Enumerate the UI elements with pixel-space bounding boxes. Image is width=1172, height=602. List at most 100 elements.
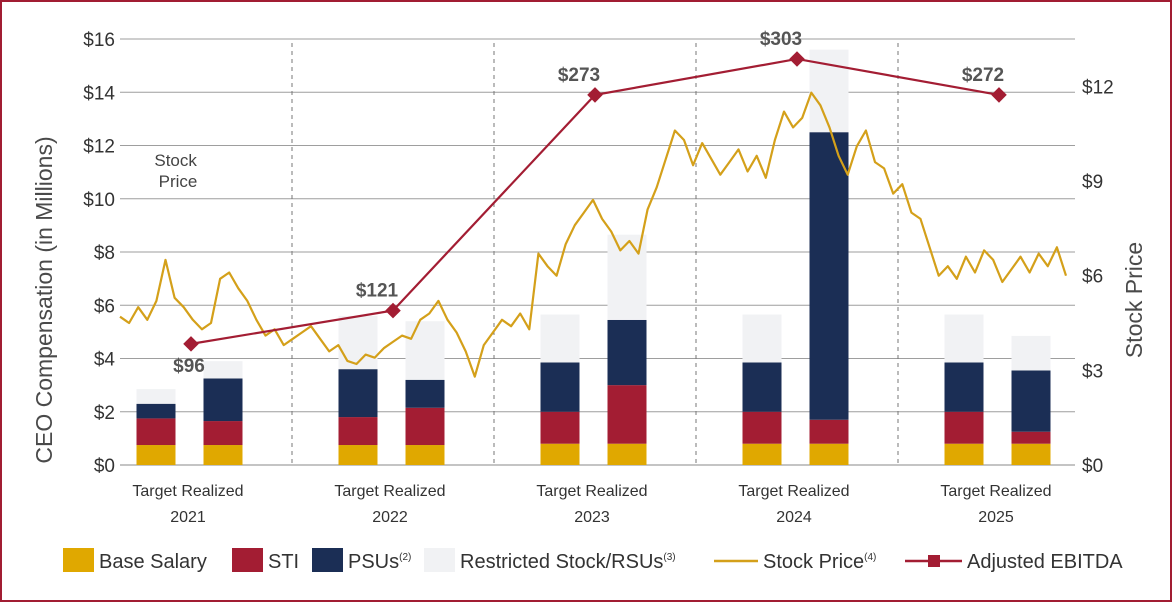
bar-2022-target-base xyxy=(338,445,378,465)
legend-label: PSUs(2) xyxy=(348,551,411,573)
bar-2021-realized-sti xyxy=(203,421,243,446)
left-tick-label: $6 xyxy=(94,296,115,317)
right-tick-label: $9 xyxy=(1082,172,1103,193)
bar-2023-realized-sti xyxy=(607,385,647,444)
legend-label-text: Restricted Stock/RSUs xyxy=(460,551,663,573)
legend-marker xyxy=(928,555,940,567)
category-year: 2022 xyxy=(372,509,408,526)
bar-2025-target-rsu xyxy=(944,314,984,363)
bar-2021-realized-psu xyxy=(203,378,243,422)
bar-2023-realized-psu xyxy=(607,319,647,386)
bar-2021-realized-rsu xyxy=(203,361,243,379)
ebitda-marker xyxy=(789,51,805,67)
category-year: 2023 xyxy=(574,509,610,526)
bar-2025-realized-sti xyxy=(1011,431,1051,444)
bar-2021-target-rsu xyxy=(136,389,176,404)
legend-label-text: Stock Price xyxy=(763,551,864,573)
bar-2023-target-base xyxy=(540,443,580,465)
left-axis-ticks: $0 $2 $4 $6 $8 $10 $12 $14 $16 xyxy=(83,30,115,477)
legend-swatch xyxy=(63,548,94,572)
bar-2024-realized-sti xyxy=(809,419,849,444)
left-tick-label: $12 xyxy=(83,137,115,158)
bar-2022-target-rsu xyxy=(338,315,378,370)
legend-swatch xyxy=(232,548,263,572)
stacked-bars xyxy=(136,49,1051,465)
bar-2022-realized-rsu xyxy=(405,321,445,380)
left-tick-label: $2 xyxy=(94,403,115,424)
gridlines xyxy=(120,38,1075,466)
bar-2025-target-base xyxy=(944,443,984,465)
bar-2023-target-psu xyxy=(540,362,580,412)
legend-label-text: STI xyxy=(268,551,299,573)
legend-label: Adjusted EBITDA xyxy=(967,551,1123,573)
bar-2024-target-base xyxy=(742,443,782,465)
left-tick-label: $8 xyxy=(94,243,115,264)
bar-2023-realized-base xyxy=(607,443,647,465)
bar-2024-target-rsu xyxy=(742,314,782,363)
legend-label-text: Adjusted EBITDA xyxy=(967,551,1123,573)
legend-superscript: (2) xyxy=(399,552,411,563)
ebitda-marker xyxy=(183,336,199,352)
right-axis-title: Stock Price xyxy=(1121,242,1147,358)
legend-superscript: (4) xyxy=(864,552,876,563)
left-tick-label: $16 xyxy=(83,30,115,51)
bar-2024-target-psu xyxy=(742,362,782,412)
legend-label: STI xyxy=(268,551,299,573)
stock-price-note: Stock Price xyxy=(154,151,201,191)
legend-label: Restricted Stock/RSUs(3) xyxy=(460,551,676,573)
bar-2021-target-sti xyxy=(136,418,176,446)
bar-2024-realized-psu xyxy=(809,132,849,420)
bar-2023-target-rsu xyxy=(540,314,580,363)
ebitda-value-label: $273 xyxy=(558,65,600,86)
legend: Base Salary STI PSUs(2) Restricted Stock/RS… xyxy=(63,548,1123,573)
year-separators xyxy=(291,43,899,465)
category-kinds: Target Realized xyxy=(940,483,1051,500)
bar-2025-target-sti xyxy=(944,411,984,444)
legend-swatch xyxy=(312,548,343,572)
bar-2022-realized-sti xyxy=(405,407,445,446)
left-tick-label: $0 xyxy=(94,456,115,477)
bar-2025-realized-base xyxy=(1011,443,1051,465)
category-kinds: Target Realized xyxy=(738,483,849,500)
bar-2022-target-psu xyxy=(338,369,378,418)
bar-2022-realized-psu xyxy=(405,379,445,408)
category-year: 2025 xyxy=(978,509,1014,526)
left-tick-label: $10 xyxy=(83,190,115,211)
bar-2025-realized-rsu xyxy=(1011,335,1051,371)
legend-label: Stock Price(4) xyxy=(763,551,876,573)
category-year: 2024 xyxy=(776,509,812,526)
adjusted-ebitda-series: $96 $121 $273 $303 $272 xyxy=(173,29,1007,377)
right-tick-label: $3 xyxy=(1082,361,1103,382)
ebitda-value-label: $96 xyxy=(173,356,205,377)
x-category-labels: Target Realized 2021 Target Realized 2022 Ta… xyxy=(132,483,1051,526)
right-tick-label: $0 xyxy=(1082,456,1103,477)
left-tick-label: $14 xyxy=(83,83,115,104)
right-tick-label: $6 xyxy=(1082,267,1103,288)
category-year: 2021 xyxy=(170,509,206,526)
bar-2025-realized-psu xyxy=(1011,370,1051,432)
left-axis-title: CEO Compensation (in Millions) xyxy=(31,136,57,463)
left-tick-label: $4 xyxy=(94,350,116,371)
legend-superscript: (3) xyxy=(663,552,675,563)
bar-2021-target-psu xyxy=(136,403,176,419)
ebitda-value-label: $303 xyxy=(760,29,802,50)
legend-swatch xyxy=(424,548,455,572)
bar-2025-target-psu xyxy=(944,362,984,412)
bar-2022-target-sti xyxy=(338,417,378,446)
bar-2021-realized-base xyxy=(203,445,243,465)
bar-2023-target-sti xyxy=(540,411,580,444)
legend-label-text: Base Salary xyxy=(99,551,207,573)
ebitda-value-label: $272 xyxy=(962,65,1004,86)
ebitda-marker xyxy=(991,87,1007,103)
ebitda-value-label: $121 xyxy=(356,281,399,302)
right-axis-ticks: $0 $3 $6 $9 $12 xyxy=(1082,77,1114,477)
bar-2024-realized-base xyxy=(809,443,849,465)
bar-2022-realized-base xyxy=(405,445,445,465)
bar-2024-target-sti xyxy=(742,411,782,444)
category-kinds: Target Realized xyxy=(536,483,647,500)
category-kinds: Target Realized xyxy=(132,483,243,500)
stock-price-line xyxy=(119,91,1068,378)
right-tick-label: $12 xyxy=(1082,77,1114,98)
